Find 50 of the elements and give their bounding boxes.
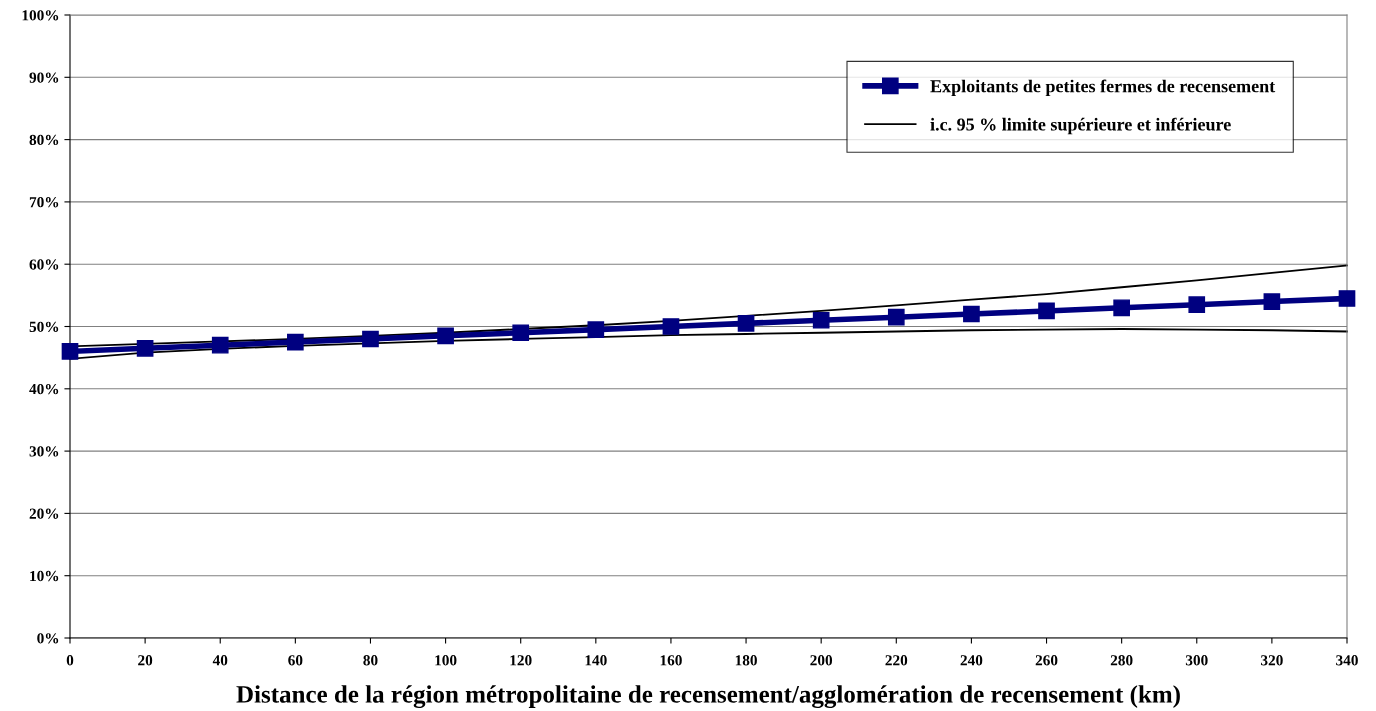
point xyxy=(362,330,379,348)
x-tick-label: 320 xyxy=(1261,655,1283,666)
x-tick-label: 160 xyxy=(660,655,682,666)
y-tick-label: 100% xyxy=(22,10,59,21)
point xyxy=(1338,290,1356,307)
x-tick-label: 340 xyxy=(1336,655,1358,666)
point xyxy=(211,336,229,354)
point xyxy=(61,343,79,360)
x-tick-label: 100 xyxy=(435,655,457,666)
x-tick-label: 240 xyxy=(960,655,983,666)
x-tick-label: 80 xyxy=(363,655,378,666)
y-tick-label: 80% xyxy=(29,134,59,146)
x-tick-label: 140 xyxy=(585,655,607,666)
y-tick-label: 0% xyxy=(37,633,59,644)
point xyxy=(1038,302,1055,320)
point xyxy=(812,311,830,329)
x-tick-label: 300 xyxy=(1185,655,1208,666)
x-tick-label: 180 xyxy=(735,655,757,666)
point xyxy=(963,305,980,323)
x-axis-title: Distance de la région métropolitaine de recensement/agglomération de recensement (km) xyxy=(236,685,1180,709)
y-tick-label: 40% xyxy=(29,383,59,395)
x-tick-label: 260 xyxy=(1035,655,1058,666)
x-tick-label: 40 xyxy=(212,655,228,666)
y-tick-label: 30% xyxy=(29,446,59,457)
point xyxy=(887,308,905,326)
point xyxy=(587,321,605,338)
y-tick-label: 50% xyxy=(29,321,59,332)
y-tick-label: 20% xyxy=(29,508,59,519)
x-tick-label: 200 xyxy=(810,655,833,666)
x-tick-label: 20 xyxy=(138,655,153,666)
point xyxy=(1113,299,1130,317)
x-tick-label: 220 xyxy=(885,655,908,666)
y-tick-label: 60% xyxy=(29,259,59,270)
point xyxy=(1188,296,1206,314)
y-tick-label: 10% xyxy=(30,570,59,582)
point xyxy=(437,327,454,345)
x-tick-label: 120 xyxy=(510,655,532,666)
point xyxy=(1263,293,1281,310)
point xyxy=(287,333,304,351)
point xyxy=(512,324,530,342)
point xyxy=(136,339,154,357)
x-tick-label: 60 xyxy=(288,655,303,666)
legend-label: i.c. 95 % limite supérieure et inférieure xyxy=(930,117,1231,135)
point xyxy=(737,315,755,332)
x-tick-label: 0 xyxy=(66,655,74,666)
x-tick-label: 280 xyxy=(1110,655,1133,666)
y-tick-label: 90% xyxy=(29,72,59,83)
point xyxy=(662,318,680,335)
legend-label: Exploitants de petites fermes de recensement xyxy=(930,79,1276,97)
y-tick-label: 70% xyxy=(29,197,59,208)
